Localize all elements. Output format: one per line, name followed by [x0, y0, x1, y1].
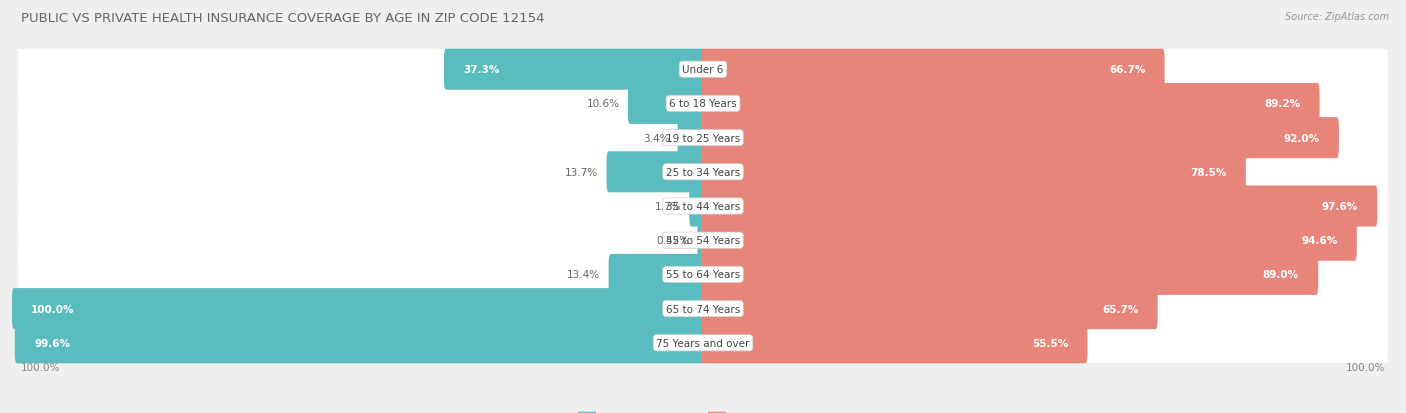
FancyBboxPatch shape	[702, 118, 1339, 159]
FancyBboxPatch shape	[702, 186, 1378, 227]
Text: 89.2%: 89.2%	[1264, 99, 1301, 109]
Text: 35 to 44 Years: 35 to 44 Years	[666, 202, 740, 211]
FancyBboxPatch shape	[18, 248, 1388, 301]
FancyBboxPatch shape	[14, 323, 704, 363]
FancyBboxPatch shape	[702, 288, 1157, 329]
FancyBboxPatch shape	[18, 43, 1388, 97]
FancyBboxPatch shape	[628, 84, 704, 125]
Text: 75 Years and over: 75 Years and over	[657, 338, 749, 348]
Text: 97.6%: 97.6%	[1322, 202, 1358, 211]
FancyBboxPatch shape	[444, 50, 704, 90]
Text: 6 to 18 Years: 6 to 18 Years	[669, 99, 737, 109]
Text: 3.4%: 3.4%	[643, 133, 669, 143]
Text: 100.0%: 100.0%	[31, 304, 75, 314]
FancyBboxPatch shape	[609, 254, 704, 295]
Text: 0.52%: 0.52%	[657, 236, 689, 246]
Text: PUBLIC VS PRIVATE HEALTH INSURANCE COVERAGE BY AGE IN ZIP CODE 12154: PUBLIC VS PRIVATE HEALTH INSURANCE COVER…	[21, 12, 544, 25]
FancyBboxPatch shape	[18, 316, 1388, 370]
FancyBboxPatch shape	[606, 152, 704, 193]
FancyBboxPatch shape	[702, 254, 1319, 295]
Text: 37.3%: 37.3%	[463, 65, 499, 75]
Text: 55.5%: 55.5%	[1032, 338, 1069, 348]
FancyBboxPatch shape	[702, 50, 1164, 90]
Text: 100.0%: 100.0%	[1346, 362, 1385, 372]
Text: 92.0%: 92.0%	[1284, 133, 1320, 143]
FancyBboxPatch shape	[18, 112, 1388, 165]
FancyBboxPatch shape	[18, 214, 1388, 267]
FancyBboxPatch shape	[689, 186, 704, 227]
Text: 45 to 54 Years: 45 to 54 Years	[666, 236, 740, 246]
Text: 13.4%: 13.4%	[567, 270, 600, 280]
FancyBboxPatch shape	[678, 118, 704, 159]
Text: 65.7%: 65.7%	[1102, 304, 1139, 314]
Text: 10.6%: 10.6%	[586, 99, 620, 109]
Text: 89.0%: 89.0%	[1263, 270, 1299, 280]
Text: 78.5%: 78.5%	[1191, 167, 1226, 177]
FancyBboxPatch shape	[702, 323, 1087, 363]
FancyBboxPatch shape	[18, 282, 1388, 335]
Text: Under 6: Under 6	[682, 65, 724, 75]
FancyBboxPatch shape	[697, 220, 704, 261]
FancyBboxPatch shape	[702, 152, 1246, 193]
FancyBboxPatch shape	[702, 84, 1320, 125]
FancyBboxPatch shape	[13, 288, 704, 329]
FancyBboxPatch shape	[18, 180, 1388, 233]
FancyBboxPatch shape	[702, 220, 1357, 261]
FancyBboxPatch shape	[18, 146, 1388, 199]
Text: 19 to 25 Years: 19 to 25 Years	[666, 133, 740, 143]
Text: 65 to 74 Years: 65 to 74 Years	[666, 304, 740, 314]
Text: 66.7%: 66.7%	[1109, 65, 1146, 75]
Text: 100.0%: 100.0%	[21, 362, 60, 372]
Text: 25 to 34 Years: 25 to 34 Years	[666, 167, 740, 177]
Text: 99.6%: 99.6%	[34, 338, 70, 348]
FancyBboxPatch shape	[18, 78, 1388, 131]
Legend: Public Insurance, Private Insurance: Public Insurance, Private Insurance	[574, 407, 832, 413]
Text: 94.6%: 94.6%	[1302, 236, 1337, 246]
Text: Source: ZipAtlas.com: Source: ZipAtlas.com	[1285, 12, 1389, 22]
Text: 1.7%: 1.7%	[654, 202, 681, 211]
Text: 55 to 64 Years: 55 to 64 Years	[666, 270, 740, 280]
Text: 13.7%: 13.7%	[565, 167, 599, 177]
